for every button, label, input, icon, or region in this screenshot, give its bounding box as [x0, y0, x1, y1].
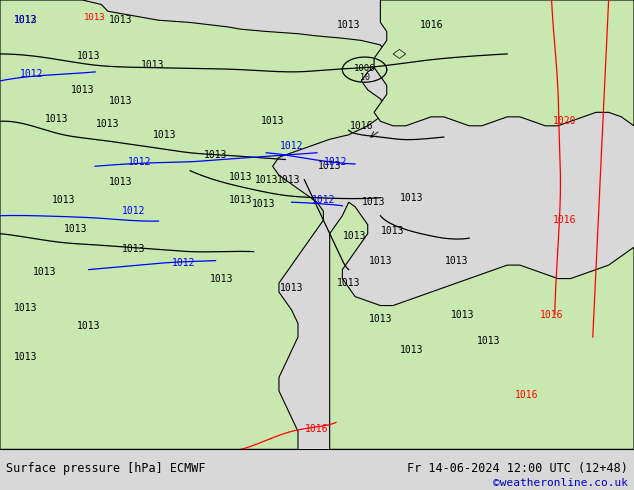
Text: Surface pressure [hPa] ECMWF: Surface pressure [hPa] ECMWF — [6, 463, 206, 475]
Text: 1013: 1013 — [229, 172, 253, 182]
Text: 1013: 1013 — [451, 310, 475, 319]
Text: 1013: 1013 — [108, 177, 133, 187]
Text: 1012: 1012 — [20, 69, 44, 79]
Text: 1016: 1016 — [540, 310, 564, 319]
Text: 1012: 1012 — [311, 195, 335, 205]
Text: 1013: 1013 — [96, 119, 120, 128]
Text: 1013: 1013 — [13, 352, 37, 362]
Text: 1013: 1013 — [204, 150, 228, 160]
Polygon shape — [374, 0, 634, 126]
Text: 1013: 1013 — [32, 267, 56, 277]
Text: 1012: 1012 — [127, 157, 152, 167]
Text: 1013: 1013 — [337, 20, 361, 30]
Text: 1013: 1013 — [318, 161, 342, 171]
Text: 1012: 1012 — [172, 258, 196, 268]
Text: 1016: 1016 — [349, 121, 373, 131]
Text: 1013: 1013 — [77, 51, 101, 61]
Text: 10: 10 — [359, 73, 370, 82]
Text: 1013: 1013 — [261, 116, 285, 126]
Text: 1013: 1013 — [251, 199, 275, 209]
Text: 1013: 1013 — [108, 96, 133, 106]
Text: 1013: 1013 — [381, 226, 405, 236]
Text: 1013: 1013 — [343, 231, 367, 241]
Text: 1012: 1012 — [121, 206, 145, 216]
Text: 1013: 1013 — [64, 224, 88, 234]
Text: 1006: 1006 — [354, 64, 375, 73]
Text: 1013: 1013 — [210, 273, 234, 284]
Text: 1012: 1012 — [324, 157, 348, 167]
Text: 1020: 1020 — [552, 116, 576, 126]
Text: 1013: 1013 — [337, 278, 361, 288]
Text: 1016: 1016 — [419, 20, 443, 30]
Text: 1013: 1013 — [254, 175, 278, 185]
Text: 1013: 1013 — [362, 197, 386, 207]
Polygon shape — [330, 202, 634, 449]
Text: 1016: 1016 — [305, 424, 329, 434]
Text: 1013: 1013 — [229, 195, 253, 205]
Text: 1013: 1013 — [13, 303, 37, 313]
Text: 1013: 1013 — [400, 193, 424, 203]
Polygon shape — [393, 49, 406, 58]
Text: 1013: 1013 — [70, 85, 94, 95]
Text: 1013: 1013 — [400, 345, 424, 355]
Text: 1013: 1013 — [84, 13, 106, 23]
Text: 1012: 1012 — [13, 15, 37, 25]
Text: 1013: 1013 — [153, 130, 177, 140]
Text: 1013: 1013 — [280, 283, 304, 293]
Text: 1013: 1013 — [45, 114, 69, 124]
Text: 1013: 1013 — [121, 245, 145, 254]
Text: 1013: 1013 — [140, 60, 164, 70]
Text: 1013: 1013 — [276, 175, 301, 185]
Text: 1012: 1012 — [280, 141, 304, 151]
Text: 1013: 1013 — [444, 256, 469, 266]
Text: 1013: 1013 — [368, 256, 392, 266]
Text: 1013: 1013 — [13, 15, 37, 25]
Text: 1013: 1013 — [51, 195, 75, 205]
Text: 1013: 1013 — [108, 15, 133, 25]
Text: 1016: 1016 — [514, 391, 538, 400]
Text: 1016: 1016 — [552, 215, 576, 225]
Text: 1013: 1013 — [368, 314, 392, 324]
Text: ©weatheronline.co.uk: ©weatheronline.co.uk — [493, 478, 628, 489]
Polygon shape — [0, 0, 387, 449]
Text: 1013: 1013 — [77, 321, 101, 331]
Text: 1013: 1013 — [476, 337, 500, 346]
Text: Fr 14-06-2024 12:00 UTC (12+48): Fr 14-06-2024 12:00 UTC (12+48) — [407, 463, 628, 475]
